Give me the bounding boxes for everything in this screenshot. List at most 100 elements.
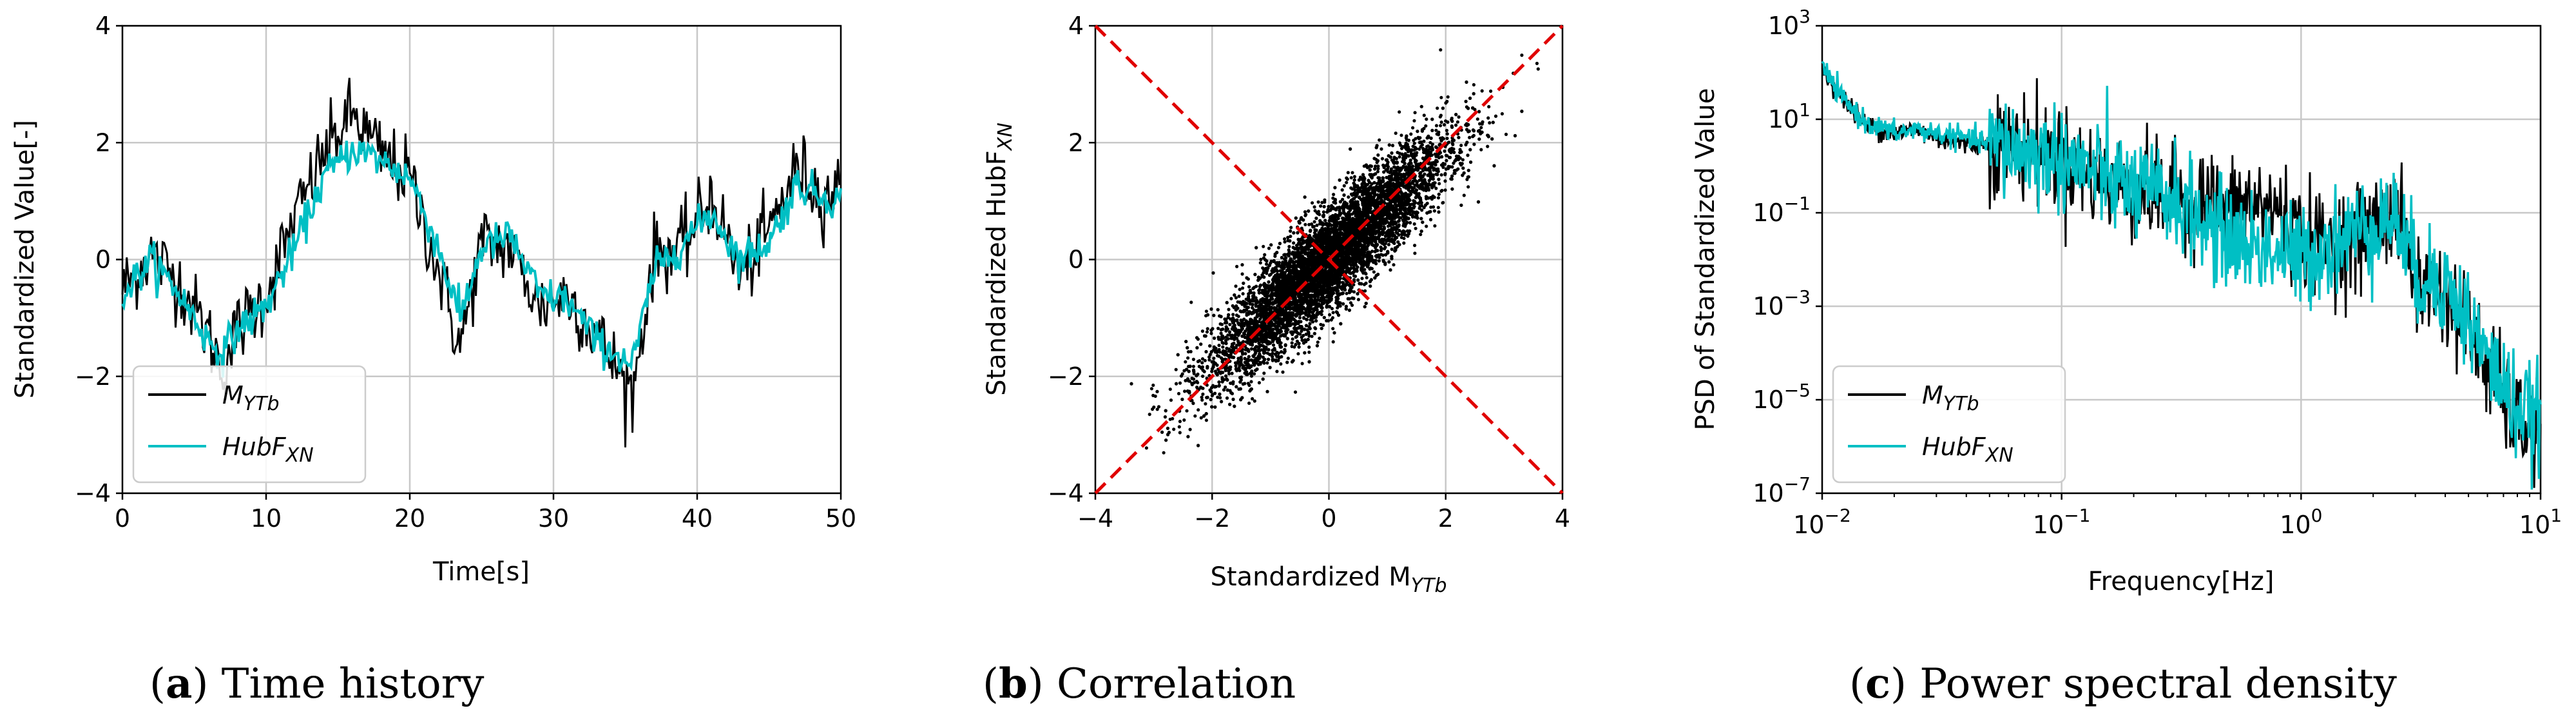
scatter-point [1178,381,1182,385]
legend-box [132,365,367,484]
scatter-point [1346,171,1350,175]
y-tick-label: −2 [75,362,111,391]
x-tick-label: 40 [682,504,713,533]
scatter-point [1219,328,1223,332]
scatter-point [1234,364,1238,368]
scatter-point [1265,361,1269,365]
scatter-point [1429,205,1433,209]
scatter-point [1414,158,1418,162]
y-tick-label: 0 [95,246,111,274]
legend-entry-m-ytb: MYTb [222,381,280,415]
scatter-point [1307,222,1311,226]
x-tick-label: 0 [115,504,130,533]
scatter-point [1480,89,1484,93]
scatter-point [1183,389,1187,393]
scatter-point [1177,425,1181,429]
scatter-point [1279,362,1283,366]
scatter-point [1356,298,1360,302]
series-line-hubf-xn [121,141,842,378]
x-tick-label: 50 [825,504,856,533]
scatter-point [1225,396,1229,400]
scatter-point [1172,427,1176,431]
scatter-point [1398,228,1401,233]
scatter-point [1206,327,1209,331]
scatter-point [1345,181,1349,184]
x-axis-label: Time[s] [432,557,530,587]
scatter-point [1251,302,1254,306]
scatter-point [1221,345,1225,349]
scatter-point [1398,110,1401,114]
scatter-point [1178,431,1182,435]
scatter-point [1283,237,1287,241]
x-tick-label: 20 [394,504,425,533]
scatter-point [1291,337,1294,341]
scatter-point [1409,132,1413,136]
scatter-point [1262,371,1266,375]
scatter-point [1303,222,1307,226]
scatter-point [1392,263,1396,267]
scatter-point [1290,344,1294,349]
scatter-point [1212,357,1216,360]
scatter-point [1457,115,1461,119]
scatter-point [1249,374,1254,378]
scatter-point [1151,383,1155,388]
scatter-points [1129,48,1540,455]
scatter-point [1424,124,1428,128]
scatter-point [1332,193,1336,197]
scatter-point [1319,322,1323,326]
scatter-point [1399,133,1403,137]
scatter-point [1262,244,1265,248]
scatter-point [1454,123,1458,127]
scatter-point [1378,138,1381,142]
scatter-point [1412,141,1416,145]
scatter-point [1207,358,1211,362]
scatter-point [1472,83,1475,87]
scatter-point [1296,352,1300,356]
scatter-point [1432,205,1436,209]
scatter-point [1148,413,1151,417]
scatter-point [1200,329,1204,333]
scatter-point [1263,253,1267,257]
scatter-point [1360,277,1364,280]
scatter-point [1390,248,1394,251]
scatter-point [1281,370,1285,374]
scatter-point [1316,340,1320,344]
scatter-point [1436,106,1439,110]
scatter-point [1185,409,1189,413]
scatter-point [1425,224,1428,228]
scatter-point [1217,344,1221,348]
scatter-point [1202,414,1206,418]
scatter-point [1434,124,1439,128]
scatter-point [1294,335,1298,339]
scatter-point [1169,398,1173,402]
scatter-point [1178,420,1182,424]
scatter-point [1287,244,1291,249]
scatter-point [1231,313,1235,317]
scatter-point [1174,368,1178,371]
scatter-point [1197,408,1200,412]
x-tick-label: 30 [538,504,569,533]
scatter-point [1381,253,1385,257]
scatter-point [1276,282,1280,286]
scatter-point [1262,256,1265,260]
scatter-point [1376,167,1380,171]
scatter-point [1315,223,1319,227]
scatter-point [1500,112,1504,116]
scatter-point [1228,322,1232,326]
scatter-point [1227,308,1231,311]
scatter-point [1443,149,1447,153]
scatter-point [1307,350,1311,354]
scatter-point [1414,226,1418,230]
scatter-point [1331,327,1335,331]
scatter-point [1412,222,1416,226]
scatter-point [1234,284,1238,288]
scatter-point [1149,387,1153,391]
scatter-point [1267,273,1271,277]
scatter-point [1443,188,1447,192]
scatter-point [1292,241,1296,245]
scatter-point [1298,312,1302,317]
scatter-point [1372,270,1376,274]
scatter-point [1168,388,1172,391]
scatter-point [1293,390,1298,394]
scatter-point [1244,351,1247,356]
